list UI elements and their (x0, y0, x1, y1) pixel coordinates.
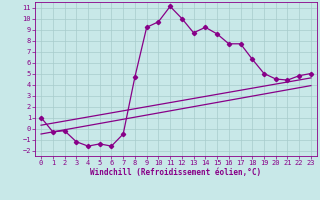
X-axis label: Windchill (Refroidissement éolien,°C): Windchill (Refroidissement éolien,°C) (91, 168, 261, 177)
